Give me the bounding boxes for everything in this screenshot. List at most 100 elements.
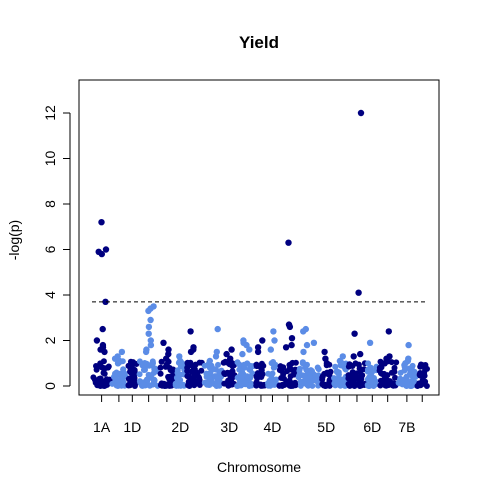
data-point [158,358,165,365]
data-point [229,368,236,375]
peak-point [303,341,311,349]
data-point [184,364,191,371]
peak-point [147,316,154,324]
peak-point [98,219,105,226]
data-point [319,376,326,383]
y-tick-label: 4 [42,291,58,299]
data-point [386,378,392,385]
data-point [345,363,352,370]
peak-point [357,109,365,117]
x-tick-label: 3D [220,419,238,435]
data-point [215,361,221,368]
data-point [382,382,389,389]
data-point [307,374,314,380]
data-point [369,379,375,386]
peak-point [323,360,331,367]
peak-point [286,323,294,331]
data-point [206,375,213,382]
peak-point [338,360,346,367]
data-point [276,382,283,389]
y-axis: 0 2 4 6 8 10 12 [42,105,71,390]
x-tick-label: 1D [123,419,141,435]
data-point [393,359,400,366]
peak-point [165,346,172,353]
data-point [331,379,338,386]
data-point [115,382,122,389]
peak-point [118,348,126,356]
peak-point [300,328,307,335]
data-point [184,373,191,380]
data-point [165,373,172,380]
data-point [326,370,332,377]
data-point [157,364,164,371]
peak-point [160,339,167,346]
data-point [163,361,170,368]
data-point [295,374,302,381]
peak-point [239,350,246,358]
peak-point [310,339,318,346]
data-point [391,368,398,375]
data-point [136,371,143,378]
peak-point [381,360,388,367]
data-point [196,374,203,381]
data-point [286,362,293,368]
x-tick-label: 7B [398,419,415,435]
data-point [390,382,397,389]
data-point [377,382,384,389]
peak-point [285,239,292,246]
data-point [158,380,165,387]
peak-point [259,337,266,344]
peak-point [270,328,277,335]
data-point [307,381,314,388]
data-point [356,365,363,372]
data-point [299,360,306,367]
data-point [377,365,384,372]
x-tick-label: 4D [264,419,282,435]
data-point [320,381,327,388]
x-axis: 1A 1D 2D 3D 4D 5D 6D 7B [92,394,428,435]
peak-point [402,360,409,367]
peak-point [98,250,106,258]
data-point [364,381,371,388]
data-point [302,375,309,382]
peak-point [366,339,374,346]
peak-point [229,360,236,367]
data-point [379,377,386,384]
peak-point [178,360,186,367]
peak-point [145,307,152,315]
peak-point [142,348,150,356]
data-point [113,376,120,383]
data-point [112,370,118,377]
data-point [147,382,153,389]
data-point [332,363,339,370]
data-point [215,375,222,382]
x-tick-label: 1A [93,419,111,435]
data-point [409,367,416,374]
peak-point [405,341,412,349]
data-point [213,383,220,389]
data-point [185,378,192,385]
peak-point [145,330,152,337]
data-point [100,369,107,376]
peak-point [300,348,307,356]
data-point [392,374,398,381]
data-point [247,362,254,369]
data-point [378,370,385,377]
peak-point [419,373,427,381]
data-point [227,372,234,379]
data-point [177,382,184,389]
data-point [297,378,304,385]
data-point [253,373,260,380]
peak-point [385,328,392,335]
peak-point [350,353,357,360]
data-point [157,370,164,377]
data-point [167,367,174,374]
data-point [403,382,410,389]
data-point [208,380,215,387]
peak-point [271,337,278,344]
data-point [347,382,354,389]
x-axis-label: Chromosome [217,459,301,475]
data-point [148,361,155,368]
peak-point [145,323,153,331]
data-point [196,382,203,388]
